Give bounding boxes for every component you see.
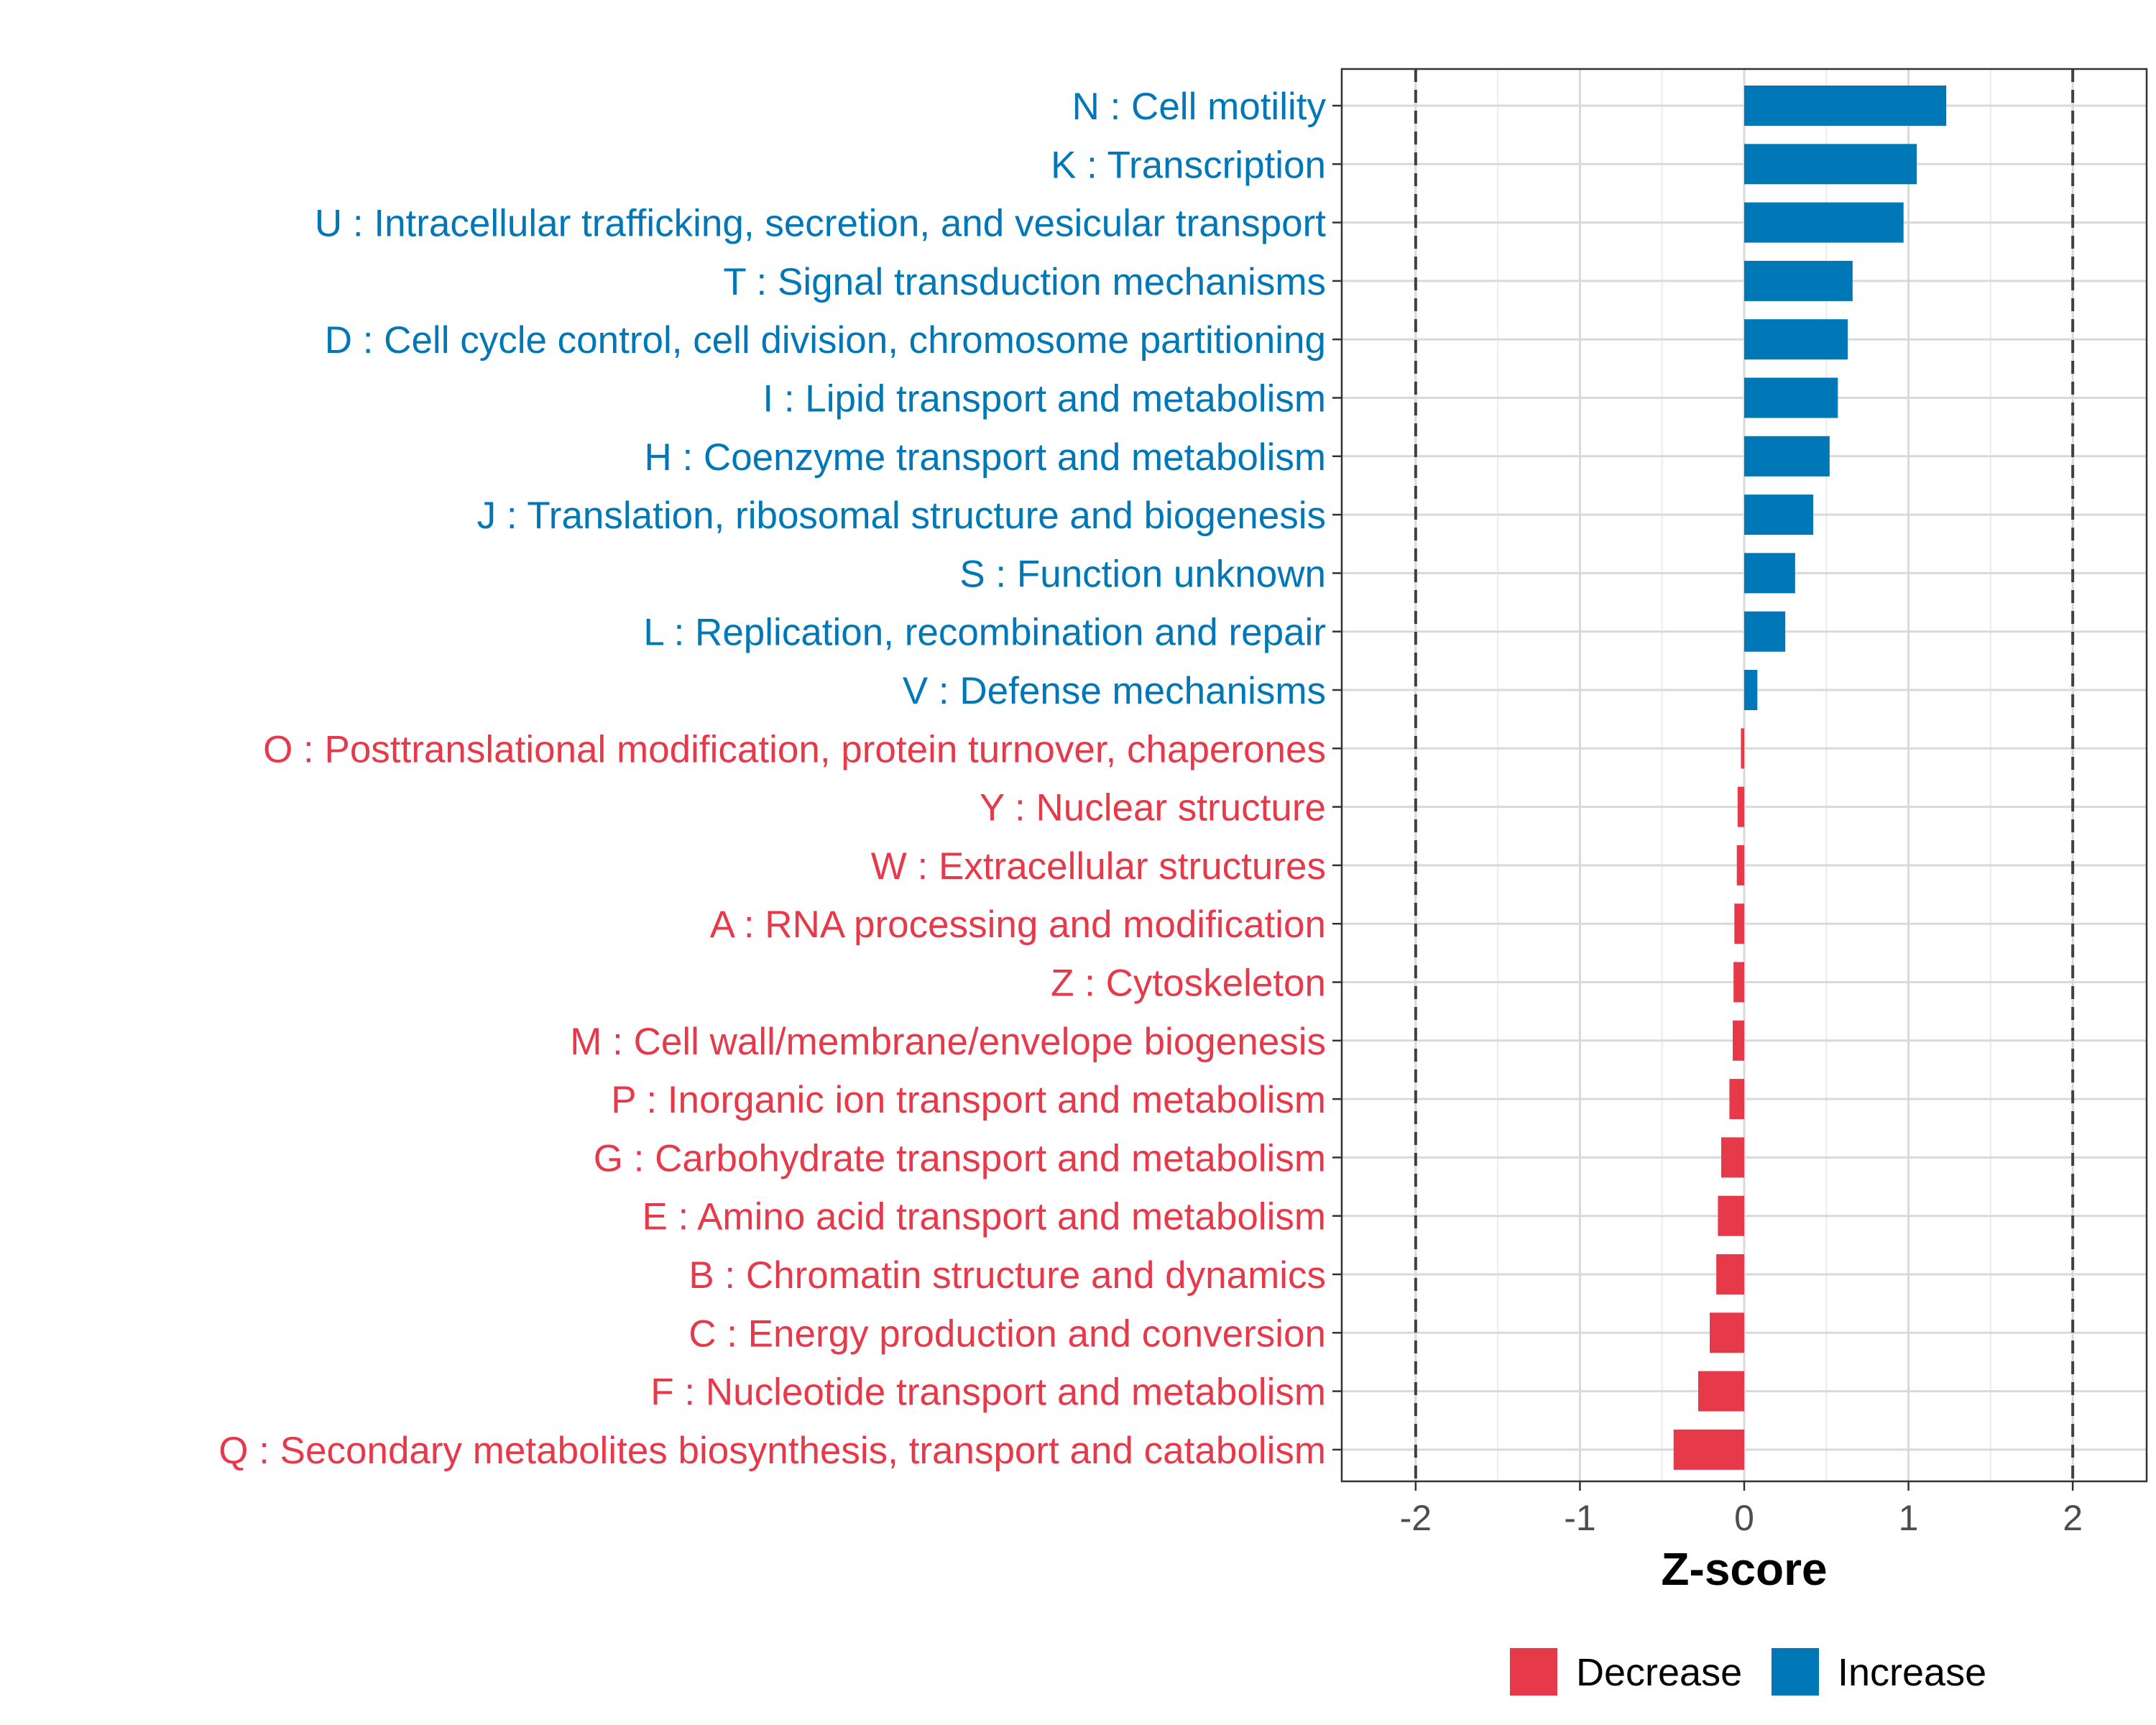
bar	[1718, 1195, 1744, 1236]
x-tick-label: 0	[1734, 1498, 1754, 1538]
bar	[1716, 1254, 1744, 1294]
legend-key-increase	[1772, 1648, 1819, 1696]
x-tick-label: 2	[2063, 1498, 2083, 1538]
y-axis-ticks	[1332, 104, 1342, 1451]
bar	[1744, 260, 1853, 301]
bar	[1744, 377, 1838, 418]
bar	[1741, 728, 1744, 769]
bar	[1744, 202, 1904, 243]
category-label: P : Inorganic ion transport and metaboli…	[611, 1079, 1326, 1121]
category-label: A : RNA processing and modification	[710, 903, 1326, 946]
category-label: F : Nucleotide transport and metabolism	[650, 1371, 1326, 1414]
category-label: O : Posttranslational modification, prot…	[263, 728, 1326, 770]
category-label: V : Defense mechanisms	[903, 670, 1326, 712]
category-label: C : Energy production and conversion	[688, 1312, 1326, 1355]
reference-lines	[1414, 69, 2075, 1481]
legend: Decrease Increase	[1510, 1648, 1986, 1696]
bar	[1698, 1371, 1744, 1412]
bar	[1744, 436, 1830, 477]
bar	[1744, 494, 1813, 535]
category-label: Q : Secondary metabolites biosynthesis, …	[218, 1430, 1326, 1472]
x-axis-ticks: -2 -1 0 1 2	[1400, 1481, 2083, 1538]
category-labels: N : Cell motility K : Transcription U : In…	[218, 86, 1326, 1472]
bar	[1737, 786, 1744, 827]
category-label: H : Coenzyme transport and metabolism	[644, 436, 1326, 479]
bar	[1673, 1429, 1744, 1470]
x-tick-label: -2	[1400, 1498, 1432, 1538]
category-label: T : Signal transduction mechanisms	[723, 261, 1326, 303]
bar	[1733, 962, 1744, 1003]
category-label: J : Translation, ribosomal structure and…	[477, 494, 1326, 537]
category-label: M : Cell wall/membrane/envelope biogenes…	[570, 1021, 1326, 1063]
x-axis-title: Z-score	[1661, 1543, 1827, 1595]
legend-label-decrease: Decrease	[1576, 1651, 1742, 1694]
category-label: L : Replication, recombination and repai…	[643, 612, 1326, 654]
category-label: D : Cell cycle control, cell division, c…	[325, 319, 1326, 362]
bar	[1729, 1079, 1744, 1120]
category-label: B : Chromatin structure and dynamics	[688, 1254, 1326, 1297]
category-label: E : Amino acid transport and metabolism	[642, 1196, 1326, 1238]
category-label: Y : Nuclear structure	[980, 787, 1326, 829]
category-label: U : Intracellular trafficking, secretion…	[315, 203, 1326, 245]
bar	[1736, 845, 1744, 886]
legend-label-increase: Increase	[1838, 1651, 1986, 1694]
bar	[1744, 86, 1947, 126]
category-label: N : Cell motility	[1072, 86, 1327, 128]
bar	[1744, 553, 1795, 594]
bar	[1744, 611, 1786, 652]
category-label: Z : Cytoskeleton	[1051, 962, 1326, 1005]
x-tick-label: 1	[1899, 1498, 1919, 1538]
bar	[1710, 1312, 1744, 1353]
legend-key-decrease	[1510, 1648, 1557, 1696]
category-label: K : Transcription	[1051, 144, 1326, 186]
category-label: G : Carbohydrate transport and metabolis…	[594, 1137, 1326, 1179]
bar	[1733, 1020, 1744, 1061]
category-label: I : Lipid transport and metabolism	[763, 378, 1326, 420]
x-tick-label: -1	[1564, 1498, 1595, 1538]
bar	[1721, 1137, 1744, 1178]
bars	[1673, 86, 1947, 1470]
category-label: S : Function unknown	[959, 553, 1326, 595]
category-label: W : Extracellular structures	[871, 845, 1326, 888]
bar	[1744, 319, 1848, 360]
bar	[1734, 903, 1744, 944]
bar	[1744, 670, 1758, 710]
bar	[1744, 144, 1917, 185]
